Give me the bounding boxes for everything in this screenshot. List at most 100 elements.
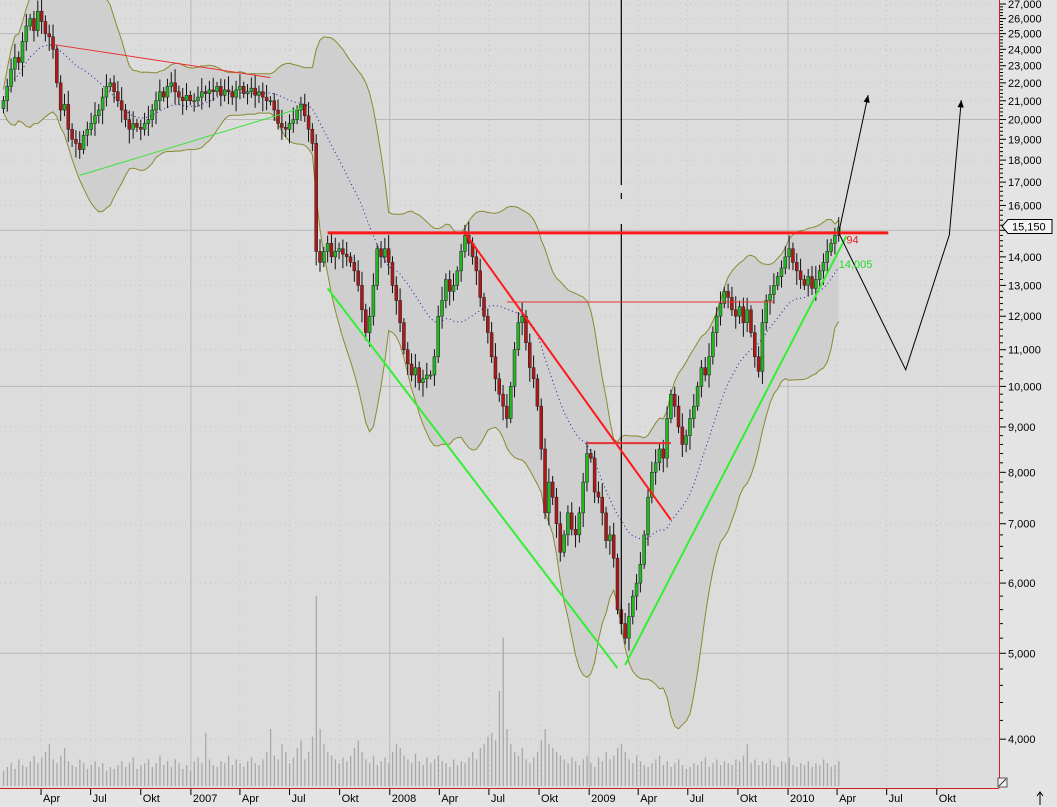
candle — [138, 119, 143, 141]
candle-body — [13, 57, 17, 70]
candle — [596, 481, 601, 504]
candle-body — [116, 91, 120, 102]
volume-bar — [517, 755, 520, 786]
candle — [493, 343, 498, 392]
candle-body — [550, 481, 555, 498]
candle-body — [138, 127, 143, 130]
candle — [707, 343, 711, 388]
candle — [722, 286, 727, 309]
candle — [200, 78, 204, 110]
volume-bar — [761, 761, 764, 786]
candle-body — [9, 68, 13, 87]
candle — [402, 318, 406, 355]
annotations[interactable]: 94 14,005 — [53, 0, 964, 755]
volume-bar — [658, 755, 661, 786]
candle-body — [814, 279, 818, 289]
candle-body — [74, 139, 78, 144]
candle-body — [474, 256, 479, 272]
volume-bar — [742, 755, 745, 786]
candle-body — [482, 297, 486, 317]
candle-body — [16, 57, 21, 63]
volume-bar — [609, 759, 611, 786]
volume-bar — [399, 748, 401, 786]
candle — [196, 86, 200, 107]
candle-body — [833, 235, 837, 244]
candle — [280, 109, 284, 140]
resize-corner-icon[interactable] — [997, 777, 1008, 788]
volume-bar — [182, 768, 184, 786]
volume-bar — [731, 765, 733, 786]
volume-bar — [277, 759, 279, 786]
candle — [711, 326, 715, 365]
candle-body — [356, 270, 360, 286]
y-tick-label: 21,000 — [1008, 96, 1042, 108]
candle-body — [531, 367, 536, 380]
candle-body — [386, 248, 391, 263]
volume-bar — [113, 768, 115, 786]
upper-band-line — [2, 0, 840, 443]
candle-body — [360, 285, 364, 311]
candle-body — [47, 33, 51, 37]
volume-bar — [273, 755, 276, 786]
volume-bar — [704, 757, 707, 786]
candle — [737, 300, 742, 324]
candle-body — [283, 127, 288, 130]
volume-bar — [777, 767, 779, 786]
volume-bar — [41, 757, 43, 786]
candle — [329, 232, 334, 264]
candle-body — [364, 309, 368, 333]
candle — [676, 395, 681, 434]
volume-bar — [189, 770, 192, 786]
volume-bar — [544, 729, 546, 786]
volume-bar — [224, 763, 226, 786]
volume-bar — [239, 763, 241, 786]
candle — [16, 51, 21, 71]
candle-body — [577, 512, 582, 536]
candle — [100, 87, 105, 125]
volume-bar — [350, 755, 352, 786]
candle-body — [760, 322, 765, 372]
scroll-up-arrow-icon[interactable] — [1036, 791, 1044, 805]
candle — [447, 270, 452, 306]
candle — [486, 308, 490, 344]
candle-body — [5, 86, 10, 102]
volume-bar — [319, 729, 321, 786]
candle — [825, 239, 830, 272]
trend-line — [326, 287, 619, 669]
candle-body — [512, 349, 517, 387]
candle — [653, 449, 658, 485]
candle-body — [394, 285, 399, 301]
moving-average-line — [2, 44, 840, 541]
volume-bar — [533, 757, 535, 786]
candle — [417, 361, 421, 391]
candle-body — [486, 315, 490, 333]
candle — [611, 522, 616, 568]
candle-body — [680, 426, 685, 445]
candle — [589, 448, 593, 463]
candle — [127, 110, 132, 144]
candle — [718, 291, 723, 326]
candle-body — [276, 109, 280, 124]
volume-bar — [475, 759, 478, 786]
candle — [135, 118, 139, 132]
candle — [783, 246, 788, 275]
candle — [474, 247, 479, 285]
volume-bar — [63, 748, 66, 786]
candle — [398, 288, 402, 333]
candle-body — [108, 82, 112, 87]
candle-body — [302, 104, 307, 116]
volume-bar — [491, 732, 493, 786]
candle-body — [62, 104, 67, 111]
candle-body — [703, 367, 707, 376]
volume-bar — [819, 765, 821, 786]
candle — [600, 483, 604, 526]
candle-body — [341, 248, 345, 255]
volume-bar — [163, 765, 165, 786]
volume-bar — [418, 761, 420, 786]
volume-bar — [170, 767, 173, 786]
candle-body — [272, 100, 276, 111]
candle — [70, 123, 74, 148]
volume-bar — [60, 755, 62, 786]
trend-line — [464, 232, 672, 521]
